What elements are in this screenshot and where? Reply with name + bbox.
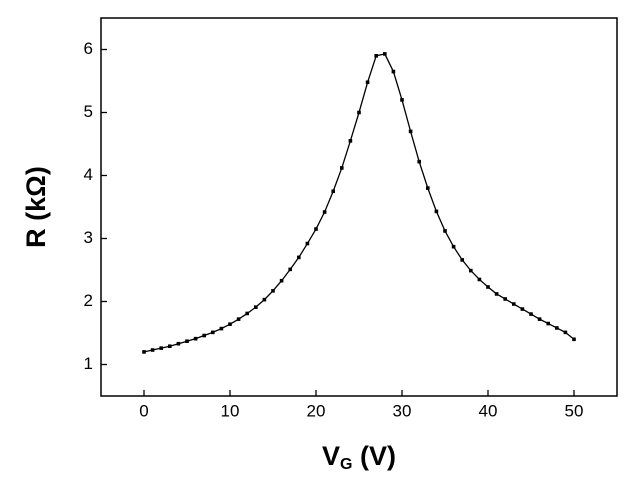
x-tick-label: 0 — [139, 401, 148, 420]
data-point — [271, 288, 275, 293]
data-point — [331, 189, 335, 194]
series-line — [143, 53, 575, 353]
data-point — [314, 227, 318, 231]
data-point — [529, 312, 533, 316]
data-point — [297, 255, 301, 260]
x-tick-label: 20 — [307, 401, 326, 420]
y-tick-label: 6 — [84, 39, 93, 58]
data-point — [279, 278, 284, 283]
data-point — [417, 159, 421, 164]
data-point — [426, 186, 430, 190]
data-point — [486, 285, 490, 289]
data-point — [572, 337, 576, 342]
x-tick-label: 10 — [221, 401, 240, 420]
data-point — [254, 305, 258, 309]
data-point — [520, 307, 525, 311]
x-tick-label: 40 — [479, 401, 498, 420]
data-point — [537, 317, 542, 321]
data-point — [193, 336, 198, 341]
data-point — [236, 317, 241, 321]
data-point — [451, 244, 456, 249]
data-point — [469, 268, 473, 273]
x-axis-title-subscript: G — [340, 456, 352, 473]
data-point — [159, 346, 163, 350]
data-point — [408, 129, 413, 134]
data-point — [512, 302, 516, 306]
data-point — [202, 333, 206, 338]
data-point — [340, 166, 344, 170]
y-tick-label: 4 — [84, 165, 93, 184]
data-point — [150, 348, 155, 352]
data-point — [555, 326, 559, 330]
x-axis-title-suffix: (V) — [352, 441, 396, 471]
data-point — [365, 80, 370, 85]
data-point — [185, 339, 189, 343]
data-point — [219, 326, 224, 331]
data-point — [443, 229, 447, 233]
data-point — [477, 277, 482, 282]
data-point — [348, 139, 353, 143]
data-point — [262, 297, 267, 302]
y-tick-label: 3 — [84, 228, 93, 247]
data-point — [176, 341, 181, 346]
y-tick-label: 5 — [84, 102, 93, 121]
data-point — [391, 69, 396, 74]
data-point — [305, 241, 310, 246]
data-point — [563, 330, 568, 335]
x-tick-label: 50 — [565, 401, 584, 420]
x-tick-label: 30 — [393, 401, 412, 420]
y-tick-label: 2 — [84, 291, 93, 310]
data-point — [228, 322, 232, 326]
data-point — [546, 321, 550, 326]
data-point — [288, 267, 292, 272]
data-point — [383, 52, 387, 56]
y-tick-label: 1 — [84, 354, 93, 373]
data-point — [503, 297, 507, 301]
data-point — [142, 350, 146, 354]
data-point — [168, 344, 172, 349]
y-axis-title: R (kΩ) — [21, 166, 51, 248]
data-point — [494, 292, 499, 296]
x-axis-title: VG (V) — [322, 441, 396, 473]
data-point — [400, 98, 404, 102]
data-point — [357, 110, 361, 115]
data-point — [211, 330, 215, 335]
plot-frame — [100, 17, 618, 397]
data-point — [374, 54, 378, 58]
data-point — [434, 209, 439, 214]
data-point — [245, 311, 249, 316]
data-point — [460, 258, 464, 262]
x-axis-title-main: V — [322, 441, 340, 471]
data-point — [322, 210, 327, 214]
